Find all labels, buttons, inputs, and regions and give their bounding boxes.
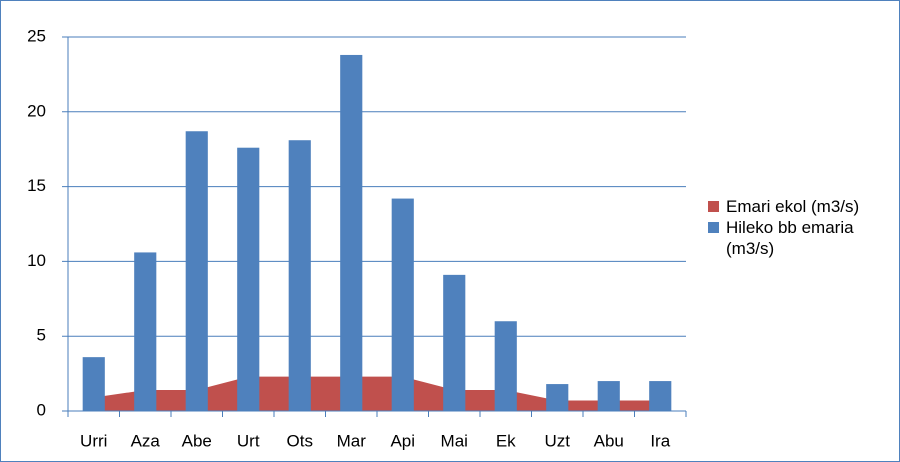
bar: [340, 54, 363, 412]
legend: Emari ekol (m3/s) Hileko bb emaria (m3/s): [708, 196, 893, 259]
bar: [494, 321, 517, 411]
x-tick-label: Abe: [182, 431, 212, 450]
bar: [546, 384, 569, 411]
legend-swatch: [708, 201, 719, 212]
legend-swatch: [708, 222, 719, 233]
x-tick-label: Api: [390, 431, 415, 450]
y-tick-label: 20: [27, 101, 46, 120]
x-tick-label: Uzt: [545, 431, 571, 450]
y-tick-label: 15: [27, 176, 46, 195]
legend-label: Emari ekol (m3/s): [726, 197, 860, 216]
x-tick-label: Ek: [496, 431, 516, 450]
y-tick-label: 25: [27, 26, 46, 45]
area: [93, 376, 661, 411]
bar: [185, 131, 208, 412]
x-tick-label: Mar: [337, 431, 367, 450]
legend-item: Emari ekol (m3/s): [708, 196, 893, 217]
x-tick-label: Abu: [594, 431, 624, 450]
bar: [82, 357, 105, 411]
bar: [288, 140, 311, 411]
x-tick-label: Urt: [237, 431, 260, 450]
bar: [649, 381, 672, 411]
x-tick-label: Mai: [441, 431, 468, 450]
y-tick-label: 10: [27, 251, 46, 270]
legend-item: Hileko bb emaria (m3/s): [708, 217, 893, 259]
y-tick-label: 5: [37, 326, 46, 345]
bar: [443, 274, 466, 411]
y-tick-label: 0: [37, 400, 46, 419]
bar: [391, 198, 414, 411]
x-tick-label: Aza: [131, 431, 161, 450]
x-tick-label: Ira: [650, 431, 670, 450]
bar: [237, 147, 260, 412]
x-tick-label: Ots: [287, 431, 313, 450]
legend-label: Hileko bb emaria (m3/s): [726, 218, 854, 258]
x-tick-label: Urri: [80, 431, 107, 450]
bar: [134, 252, 157, 411]
bar: [597, 381, 620, 411]
